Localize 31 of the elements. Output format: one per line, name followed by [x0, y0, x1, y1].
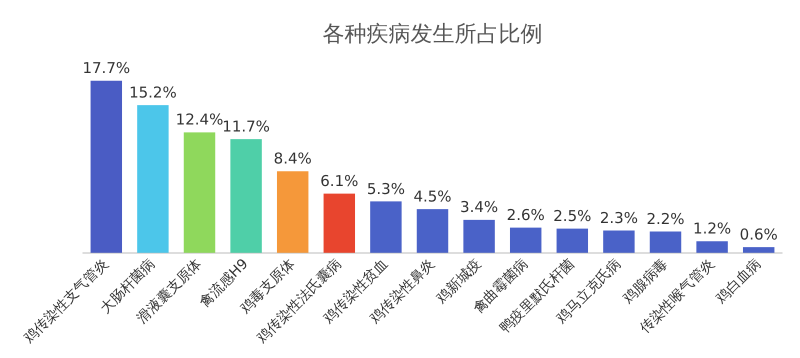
bar — [556, 228, 588, 253]
data-label: 3.4% — [460, 198, 498, 216]
data-label: 0.6% — [740, 225, 778, 244]
bar — [230, 139, 262, 253]
bar — [324, 194, 356, 253]
data-label: 4.5% — [413, 188, 452, 206]
bar — [696, 241, 728, 253]
data-label: 15.2% — [129, 83, 177, 102]
data-label: 2.3% — [600, 208, 638, 227]
chart-title: 各种疾病发生所占比例 — [322, 22, 542, 47]
data-label: 2.2% — [646, 210, 685, 228]
data-label: 8.4% — [274, 150, 312, 168]
data-label: 5.3% — [366, 180, 405, 198]
bar — [463, 220, 495, 253]
bar — [90, 80, 122, 253]
data-label: 1.2% — [693, 220, 732, 238]
data-label: 2.5% — [553, 207, 592, 225]
bar — [650, 232, 682, 253]
bar — [370, 201, 402, 253]
bar — [276, 171, 308, 253]
bar — [184, 132, 216, 253]
bar — [510, 228, 542, 253]
data-label: 17.7% — [82, 59, 130, 78]
bar — [742, 247, 774, 253]
bar — [416, 209, 448, 253]
bar — [603, 230, 635, 253]
bar — [137, 105, 169, 253]
data-label: 2.6% — [506, 206, 545, 224]
data-label: 6.1% — [320, 172, 358, 190]
data-label: 12.4% — [176, 110, 224, 129]
data-label: 11.7% — [222, 118, 270, 136]
